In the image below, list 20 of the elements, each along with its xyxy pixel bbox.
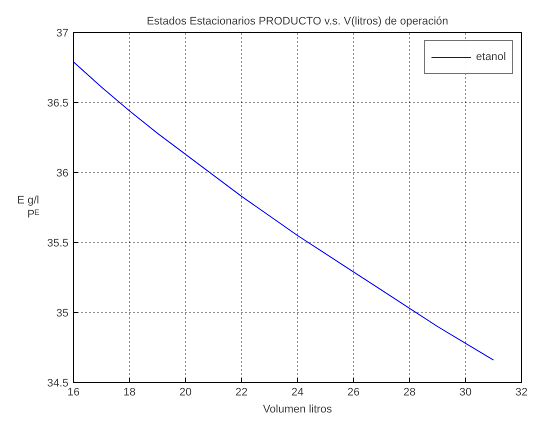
x-tick-label: 22 [235,386,248,398]
y-tick-label: 36 [56,168,69,180]
x-tick-label: 24 [291,386,304,398]
x-tick-label: 20 [179,386,192,398]
x-tick-label: 16 [67,386,80,398]
x-tick-label: 26 [347,386,360,398]
y-tick-label: 37 [56,28,69,40]
x-tick-label: 18 [123,386,136,398]
y-axis-title: E g/l Pᴱ [17,194,40,221]
x-tick-label: 32 [515,386,528,398]
chart-title: Estados Estacionarios PRODUCTO v.s. V(litros) de operación [146,16,448,28]
x-tick-label: 28 [403,386,416,398]
x-tick-label: 30 [459,386,472,398]
y-tick-label: 35.5 [47,238,69,250]
line-series [74,61,494,361]
y-tick-label: 34.5 [47,378,69,390]
y-tick-label: 36.5 [47,98,69,110]
y-tick-label: 35 [56,308,69,320]
x-axis-title: Volumen litros [262,404,333,416]
legend-label: etanol [476,51,506,63]
